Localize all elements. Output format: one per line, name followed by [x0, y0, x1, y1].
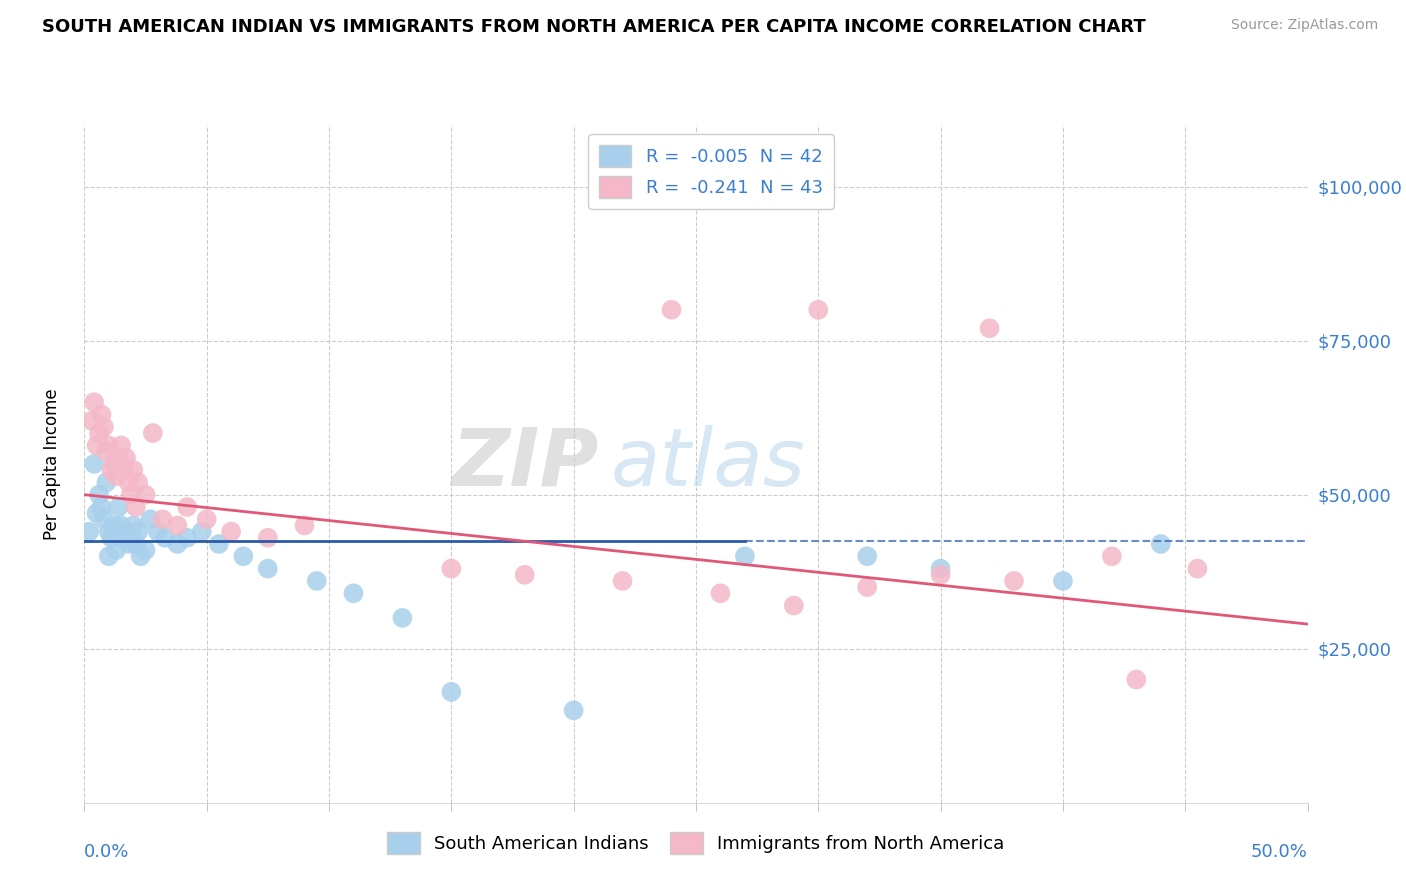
Point: [176, 500, 198, 514]
Point: [87, 488, 110, 502]
Point: [513, 567, 536, 582]
Point: [1101, 549, 1123, 564]
Point: [232, 549, 254, 564]
Point: [120, 488, 142, 502]
Point: [176, 531, 198, 545]
Point: [152, 512, 174, 526]
Point: [1125, 673, 1147, 687]
Point: [612, 574, 634, 588]
Point: [166, 518, 188, 533]
Point: [112, 531, 135, 545]
Point: [122, 518, 145, 533]
Point: [166, 537, 188, 551]
Point: [105, 469, 128, 483]
Text: ZIP: ZIP: [451, 425, 598, 503]
Point: [191, 524, 214, 539]
Point: [440, 685, 463, 699]
Point: [127, 475, 149, 490]
Point: [1150, 537, 1173, 551]
Point: [105, 543, 128, 558]
Point: [342, 586, 364, 600]
Point: [257, 531, 280, 545]
Text: Source: ZipAtlas.com: Source: ZipAtlas.com: [1230, 18, 1378, 32]
Point: [125, 500, 148, 514]
Point: [208, 537, 231, 551]
Point: [807, 302, 830, 317]
Point: [294, 518, 316, 533]
Point: [86, 506, 108, 520]
Point: [112, 463, 135, 477]
Point: [929, 567, 952, 582]
Point: [929, 561, 952, 575]
Text: SOUTH AMERICAN INDIAN VS IMMIGRANTS FROM NORTH AMERICA PER CAPITA INCOME CORRELA: SOUTH AMERICAN INDIAN VS IMMIGRANTS FROM…: [42, 18, 1146, 36]
Point: [110, 438, 132, 452]
Point: [1052, 574, 1074, 588]
Point: [107, 500, 129, 514]
Point: [115, 450, 138, 465]
Point: [86, 438, 108, 452]
Point: [77, 524, 100, 539]
Point: [93, 420, 115, 434]
Point: [142, 425, 165, 440]
Point: [146, 524, 169, 539]
Point: [257, 561, 280, 575]
Point: [110, 518, 132, 533]
Point: [440, 561, 463, 575]
Point: [80, 414, 103, 428]
Point: [115, 524, 138, 539]
Point: [661, 302, 683, 317]
Point: [195, 512, 218, 526]
Point: [97, 524, 120, 539]
Point: [93, 512, 115, 526]
Point: [783, 599, 806, 613]
Point: [734, 549, 756, 564]
Point: [83, 395, 105, 409]
Point: [135, 543, 157, 558]
Point: [83, 457, 105, 471]
Point: [709, 586, 731, 600]
Point: [122, 463, 145, 477]
Point: [856, 549, 879, 564]
Point: [125, 537, 148, 551]
Point: [96, 444, 118, 458]
Point: [117, 537, 139, 551]
Point: [100, 463, 122, 477]
Point: [391, 611, 413, 625]
Text: 0.0%: 0.0%: [84, 844, 129, 862]
Point: [120, 531, 142, 545]
Point: [139, 512, 162, 526]
Text: atlas: atlas: [610, 425, 806, 503]
Point: [305, 574, 328, 588]
Point: [219, 524, 242, 539]
Legend: South American Indians, Immigrants from North America: South American Indians, Immigrants from …: [380, 825, 1012, 862]
Point: [97, 549, 120, 564]
Point: [90, 500, 112, 514]
Point: [96, 475, 118, 490]
Point: [979, 321, 1001, 335]
Point: [103, 518, 125, 533]
Point: [107, 450, 129, 465]
Point: [97, 438, 120, 452]
Point: [153, 531, 176, 545]
Point: [135, 488, 157, 502]
Point: [562, 703, 585, 717]
Y-axis label: Per Capita Income: Per Capita Income: [44, 388, 62, 540]
Point: [1187, 561, 1209, 575]
Point: [103, 457, 125, 471]
Point: [127, 524, 149, 539]
Point: [90, 408, 112, 422]
Point: [856, 580, 879, 594]
Point: [100, 531, 122, 545]
Point: [1002, 574, 1025, 588]
Point: [129, 549, 152, 564]
Point: [117, 475, 139, 490]
Point: [87, 425, 110, 440]
Text: 50.0%: 50.0%: [1251, 844, 1308, 862]
